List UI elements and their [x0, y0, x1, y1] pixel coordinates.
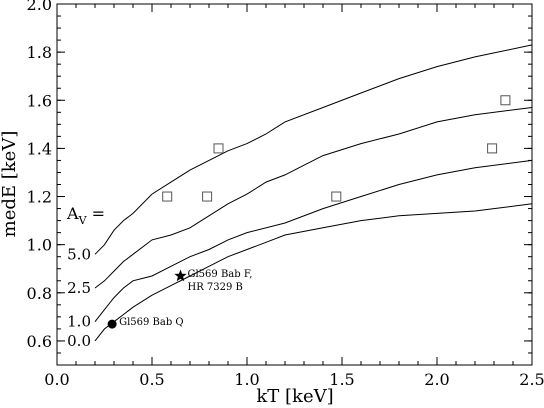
circle-point [107, 319, 117, 329]
point-label: Gl569 Bab F, [188, 269, 253, 280]
y-axis-title: medE [keV] [0, 131, 20, 238]
ticks: 0.0 0.5 1.0 1.5 2.0 2.5 0.6 0.8 1.0 1.2 1.4 1.6 1.8 2… [27, 0, 544, 389]
series-label: 5.0 [67, 245, 91, 263]
series-line [94, 203, 533, 342]
x-tick-label: 0.0 [44, 370, 69, 389]
series-label: 2.5 [67, 279, 91, 297]
x-tick-label: 0.5 [139, 370, 164, 389]
series-line [94, 159, 533, 323]
labeled-points: Gl569 Bab Q Gl569 Bab F, HR 7329 B [107, 269, 253, 329]
open-squares [162, 95, 511, 202]
series-label: 0.0 [67, 332, 91, 350]
x-tick-label: 2.0 [424, 370, 449, 389]
av-legend-label: AV = [66, 204, 105, 227]
y-tick-label: 1.8 [27, 43, 52, 62]
open-square-point [487, 143, 498, 154]
y-tick-label: 1.2 [27, 188, 52, 207]
y-tick-label: 1.0 [27, 236, 52, 255]
y-tick-label: 0.6 [27, 332, 52, 351]
open-square-point [202, 191, 213, 202]
x-tick-label: 2.5 [519, 370, 544, 389]
point-label: Gl569 Bab Q [119, 317, 184, 328]
curves [94, 44, 533, 342]
x-axis-title: kT [keV] [256, 386, 333, 407]
series-line [94, 107, 533, 289]
series-line [94, 44, 533, 255]
open-square-point [500, 95, 511, 106]
open-square-point [213, 143, 224, 154]
series-label: 1.0 [67, 313, 91, 331]
star-point [174, 269, 187, 282]
y-tick-label: 1.4 [27, 139, 52, 158]
open-square-point [331, 191, 342, 202]
point-label-line2: HR 7329 B [188, 282, 243, 293]
open-square-point [162, 191, 173, 202]
y-tick-label: 1.6 [27, 91, 52, 110]
curve-labels: 0.01.0 2.5 5.0 [67, 245, 91, 350]
x-tick-label: 1.5 [329, 370, 354, 389]
y-tick-label: 2.0 [27, 0, 52, 14]
y-tick-label: 0.8 [27, 284, 52, 303]
x-tick-label: 1.0 [234, 370, 259, 389]
